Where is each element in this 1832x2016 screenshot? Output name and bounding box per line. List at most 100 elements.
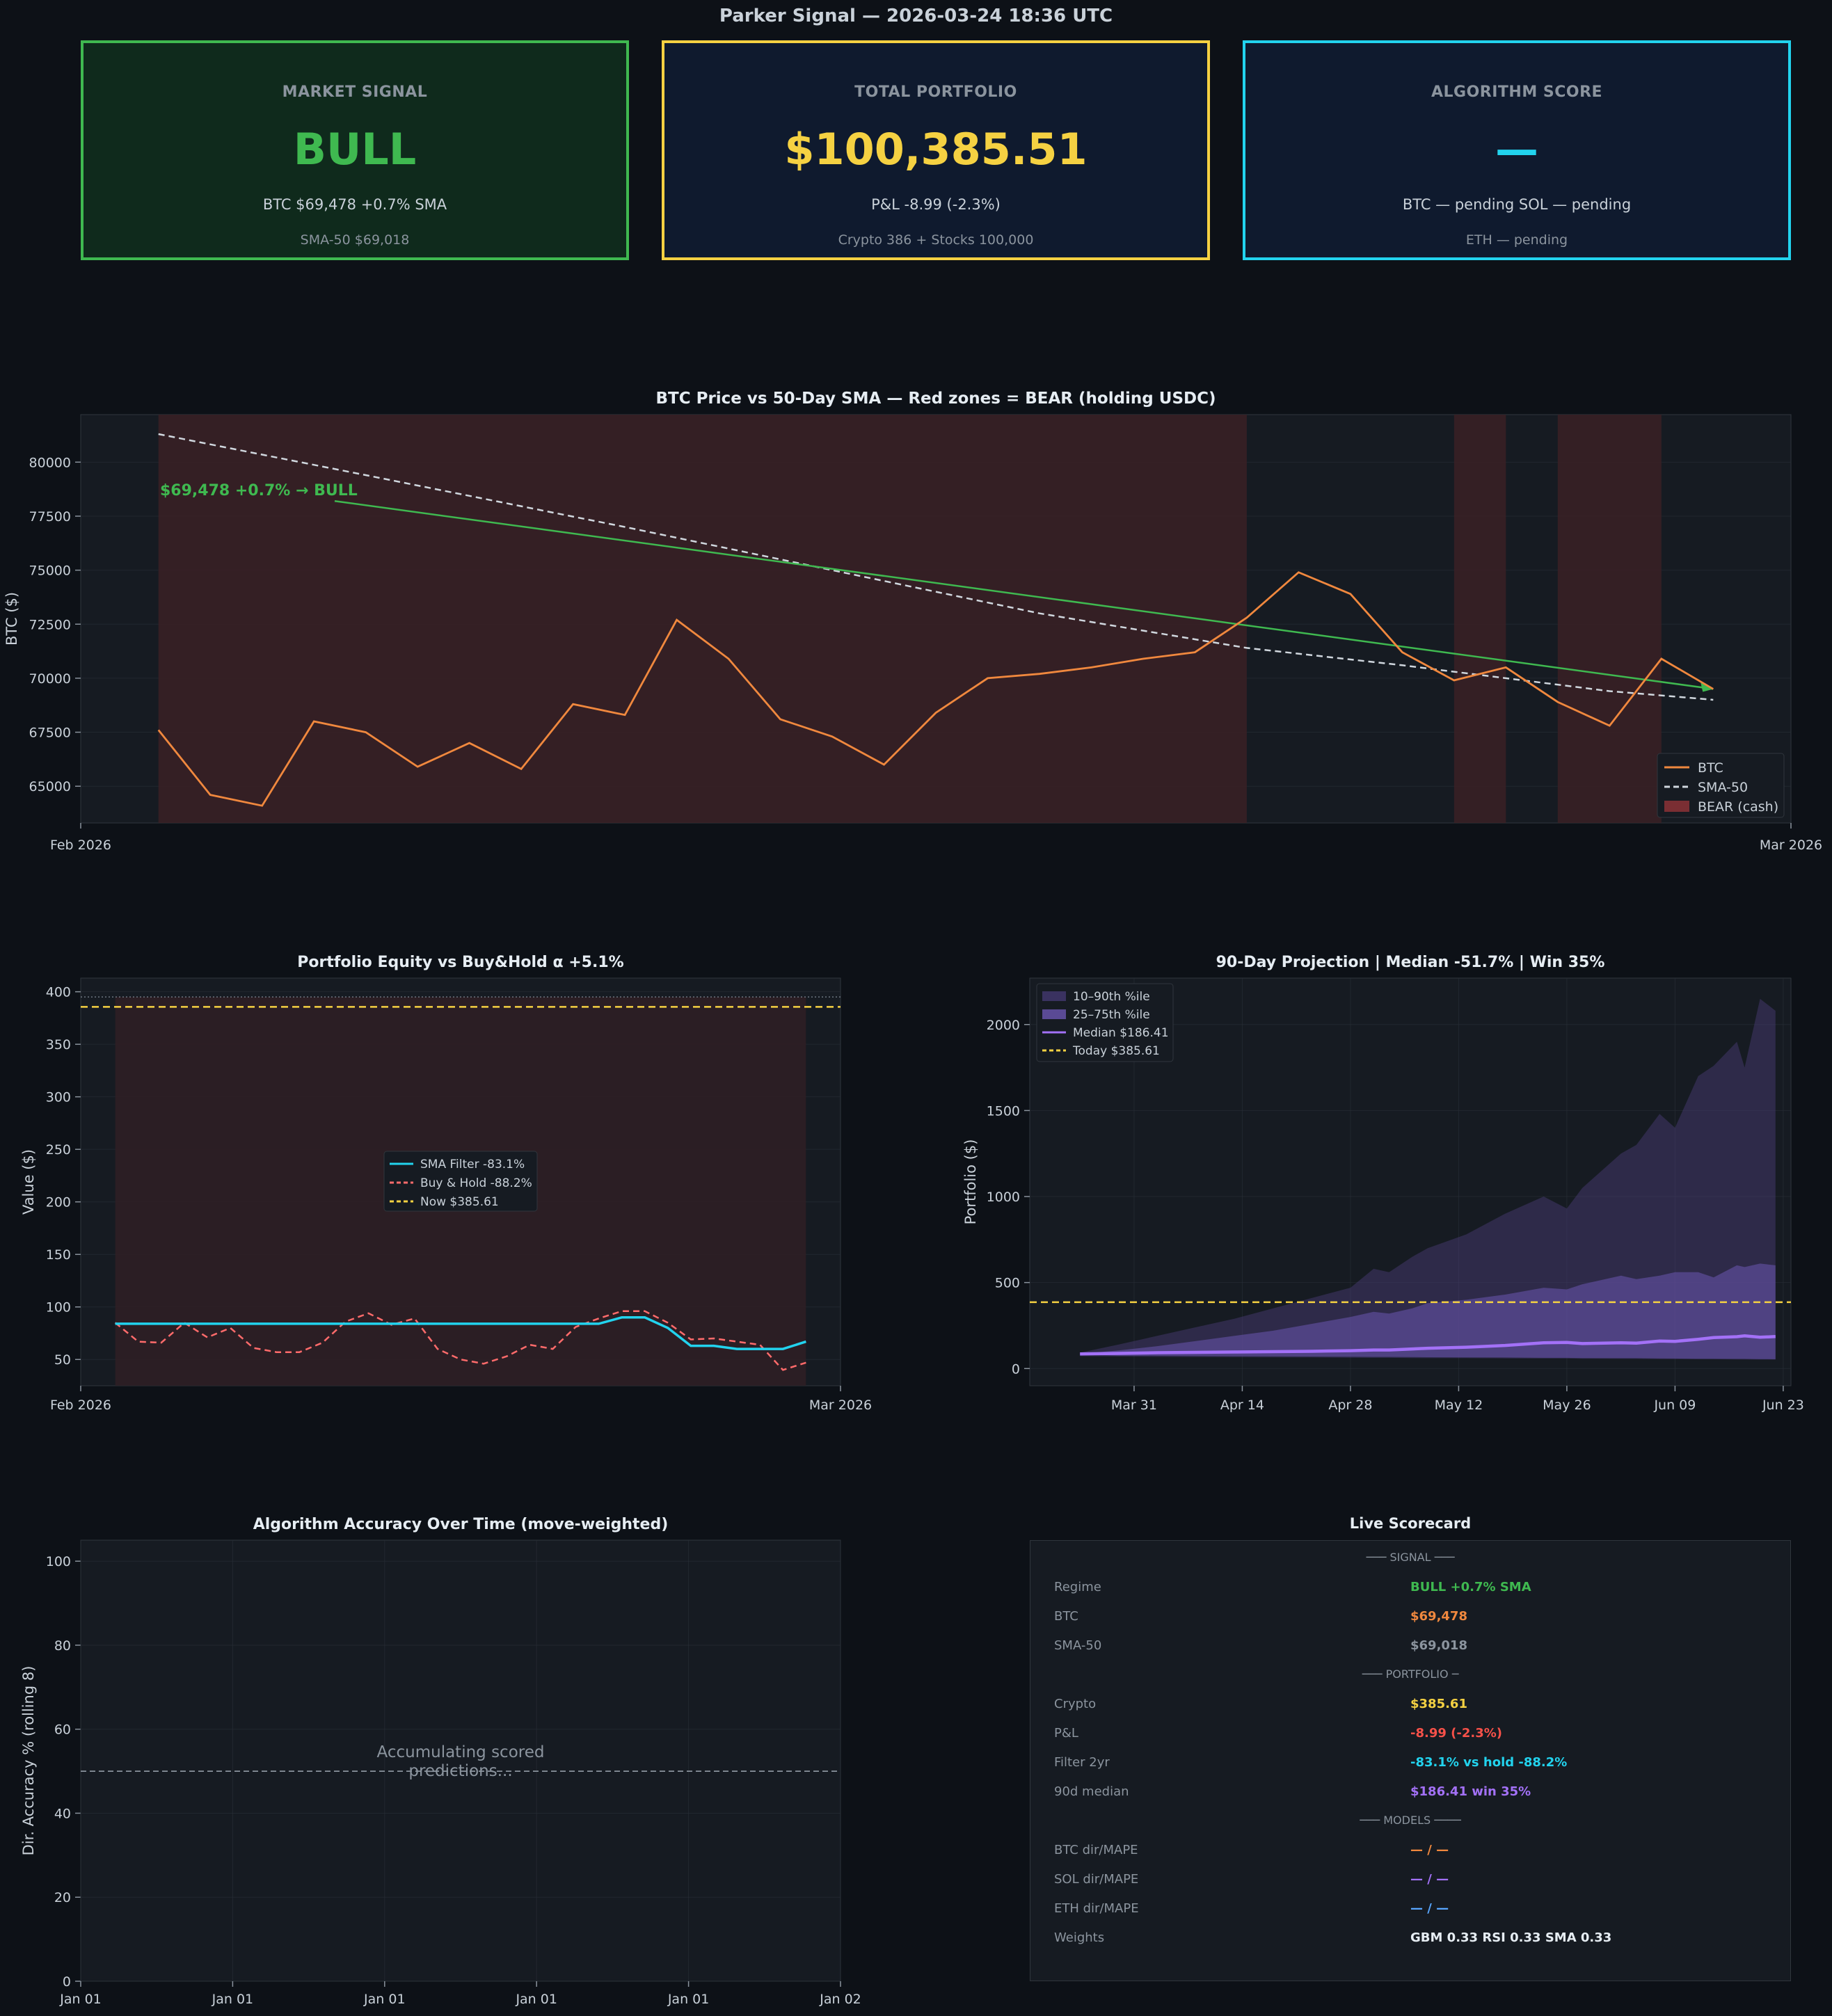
legend-box xyxy=(383,1151,538,1212)
scorecard-title: Live Scorecard xyxy=(1349,1515,1472,1532)
scorecard-row-value: $69,478 xyxy=(1410,1609,1467,1624)
x-tick-label: Jan 01 xyxy=(363,1992,406,2007)
bear-zone xyxy=(1453,415,1506,823)
legend-label: 25–75th %ile xyxy=(1073,1008,1150,1022)
y-tick-label: 300 xyxy=(46,1090,71,1105)
x-tick-label: May 26 xyxy=(1543,1398,1591,1413)
y-tick-label: 150 xyxy=(46,1247,71,1263)
y-tick-label: 200 xyxy=(46,1195,71,1210)
plot-area xyxy=(80,1539,841,1982)
algo-models-status: BTC — pending SOL — pending xyxy=(1402,196,1632,213)
scorecard-panel: ─── SIGNAL ─── Regime BULL +0.7% SMA BTC $69… xyxy=(1030,1540,1791,1981)
dashboard-title: Parker Signal — 2026-03-24 18:36 UTC xyxy=(719,6,1113,26)
signal-sma: SMA-50 $69,018 xyxy=(300,232,410,248)
y-tick-label: 100 xyxy=(46,1300,71,1315)
y-tick-label: 20 xyxy=(54,1890,71,1905)
x-tick-label: Mar 2026 xyxy=(809,1398,872,1413)
portfolio-card: TOTAL PORTFOLIO $100,385.51 P&L -8.99 (-… xyxy=(662,40,1210,260)
algorithm-score-card: ALGORITHM SCORE — BTC — pending SOL — pe… xyxy=(1243,40,1791,260)
scorecard-row-label: SOL dir/MAPE xyxy=(1054,1872,1139,1887)
legend-box xyxy=(1036,983,1174,1062)
trend-arrow-line xyxy=(334,499,1714,690)
y-tick-label: 1500 xyxy=(987,1103,1020,1119)
portfolio-pnl: P&L -8.99 (-2.3%) xyxy=(871,196,1001,213)
x-tick-label: Jan 01 xyxy=(59,1992,102,2007)
y-tick-label: 70000 xyxy=(29,671,71,687)
card-label: MARKET SIGNAL xyxy=(282,83,428,101)
x-tick-label: Feb 2026 xyxy=(50,838,111,853)
scorecard-row-value: $186.41 win 35% xyxy=(1410,1784,1531,1799)
y-tick-label: 2000 xyxy=(987,1018,1020,1033)
scorecard-row-value: BULL +0.7% SMA xyxy=(1410,1580,1531,1594)
algo-eth-status: ETH — pending xyxy=(1465,232,1568,248)
scorecard-row-value: $385.61 xyxy=(1410,1697,1467,1711)
legend-label: SMA Filter -83.1% xyxy=(420,1158,525,1171)
scorecard-section-header: ─── PORTFOLIO ─ xyxy=(1362,1667,1459,1681)
y-tick-label: 67500 xyxy=(29,726,71,741)
legend-label: BEAR (cash) xyxy=(1698,799,1778,815)
chart-title: Portfolio Equity vs Buy&Hold α +5.1% xyxy=(297,954,623,971)
scorecard-section-header: ─── MODELS ──── xyxy=(1360,1814,1461,1827)
bear-zone xyxy=(1557,415,1662,823)
scorecard-row-label: BTC dir/MAPE xyxy=(1054,1843,1138,1857)
placeholder-text: predictions... xyxy=(408,1762,512,1780)
y-axis-label: Portfolio ($) xyxy=(962,1139,979,1225)
legend-label: BTC xyxy=(1698,760,1723,776)
scorecard-row-value: -83.1% vs hold -88.2% xyxy=(1410,1755,1568,1770)
btc-price-line xyxy=(157,571,1714,807)
x-tick-label: Jan 01 xyxy=(212,1992,254,2007)
y-tick-label: 72500 xyxy=(29,617,71,632)
scorecard-row-label: 90d median xyxy=(1054,1784,1129,1799)
bear-zone xyxy=(158,415,1247,823)
y-tick-label: 350 xyxy=(46,1037,71,1053)
scorecard-row-label: Crypto xyxy=(1054,1697,1097,1711)
y-tick-label: 80000 xyxy=(29,455,71,470)
y-tick-label: 500 xyxy=(995,1276,1020,1291)
scorecard-row-value: — / — xyxy=(1410,1843,1449,1857)
x-tick-label: Jun 09 xyxy=(1653,1398,1696,1413)
x-tick-label: Jan 02 xyxy=(819,1992,861,2007)
buy-hold-line xyxy=(114,1310,806,1371)
legend-label: Now $385.61 xyxy=(420,1195,499,1209)
y-tick-label: 75000 xyxy=(29,563,71,579)
y-tick-label: 60 xyxy=(54,1722,71,1738)
x-tick-label: Mar 2026 xyxy=(1760,838,1822,853)
legend-label: Today $385.61 xyxy=(1072,1044,1160,1058)
y-tick-label: 100 xyxy=(46,1554,71,1569)
legend-swatch xyxy=(1042,991,1066,1001)
x-tick-label: Mar 31 xyxy=(1111,1398,1157,1413)
x-tick-label: Jan 01 xyxy=(515,1992,557,2007)
scorecard-row-label: SMA-50 xyxy=(1054,1638,1102,1653)
y-tick-label: 0 xyxy=(63,1974,71,1990)
chart-title: Algorithm Accuracy Over Time (move-weigh… xyxy=(253,1516,669,1533)
trend-arrow-head xyxy=(1700,682,1714,692)
y-axis-label: Value ($) xyxy=(20,1149,37,1215)
scorecard-row-label: Regime xyxy=(1054,1580,1101,1594)
band-25-75 xyxy=(1080,1263,1776,1359)
scorecard-row-value: -8.99 (-2.3%) xyxy=(1410,1726,1502,1741)
y-tick-label: 1000 xyxy=(987,1190,1020,1205)
y-tick-label: 400 xyxy=(46,985,71,1000)
band-10-90 xyxy=(1080,998,1776,1360)
scorecard-row-value: GBM 0.33 RSI 0.33 SMA 0.33 xyxy=(1410,1930,1612,1945)
x-tick-label: Apr 14 xyxy=(1220,1398,1264,1413)
scorecard-section-header: ─── SIGNAL ─── xyxy=(1366,1551,1455,1564)
scorecard-row-value: $69,018 xyxy=(1410,1638,1467,1653)
scorecard-row-label: BTC xyxy=(1054,1609,1078,1624)
scorecard-row-label: P&L xyxy=(1054,1726,1078,1741)
median-line xyxy=(1080,1334,1776,1356)
legend-label: SMA-50 xyxy=(1698,780,1748,795)
scorecard-row-value: — / — xyxy=(1410,1901,1449,1916)
placeholder-text: Accumulating scored xyxy=(377,1743,545,1761)
card-label: ALGORITHM SCORE xyxy=(1431,83,1603,101)
sma-filter-line xyxy=(115,1316,806,1350)
portfolio-breakdown: Crypto 386 + Stocks 100,000 xyxy=(838,232,1034,248)
scorecard-row-label: Filter 2yr xyxy=(1054,1755,1110,1770)
legend-label: Buy & Hold -88.2% xyxy=(420,1176,532,1190)
chart-title: BTC Price vs 50-Day SMA — Red zones = BE… xyxy=(655,390,1216,408)
portfolio-value: $100,385.51 xyxy=(784,124,1088,175)
sma-50-line xyxy=(158,433,1714,701)
x-tick-label: Jun 23 xyxy=(1762,1398,1804,1413)
market-signal-card: MARKET SIGNAL BULL BTC $69,478 +0.7% SMA… xyxy=(81,40,629,260)
